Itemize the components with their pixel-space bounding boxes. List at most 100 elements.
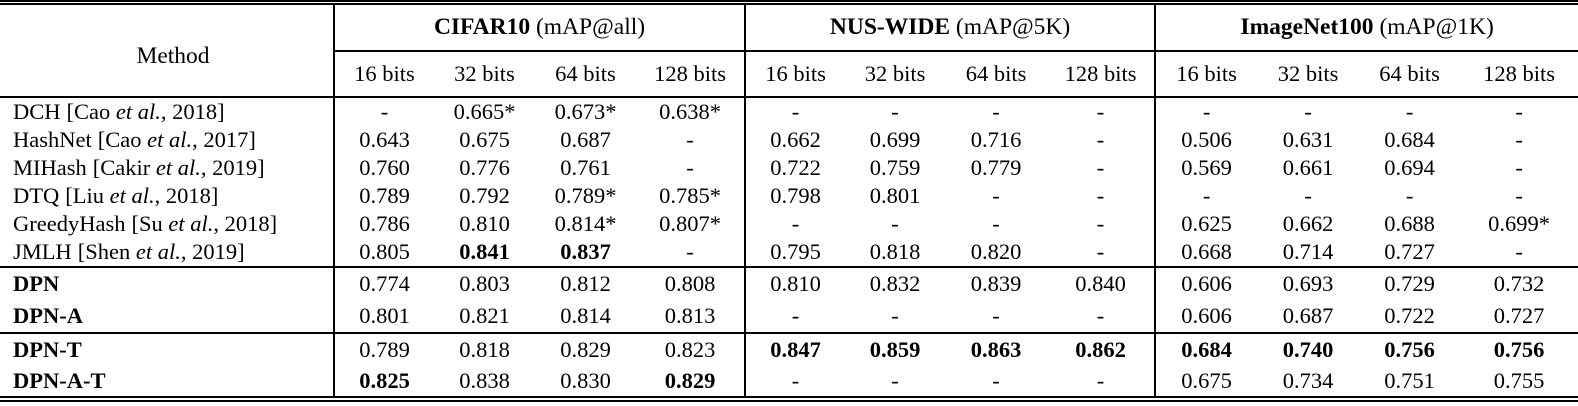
map-value-cell: 0.814 bbox=[560, 303, 611, 328]
map-value-cell: - bbox=[992, 99, 1000, 124]
map-value-cell: 0.668 bbox=[1181, 239, 1232, 264]
map-value-cell: 0.732 bbox=[1493, 271, 1545, 296]
map-value-cell: 0.838 bbox=[459, 367, 510, 393]
map-value-cell: 0.808 bbox=[636, 267, 747, 300]
map-value-cell: 0.643 bbox=[359, 127, 410, 152]
method-name: GreedyHash bbox=[13, 211, 126, 236]
map-value-cell: 0.792 bbox=[459, 183, 510, 208]
section-baselines: DCH [Cao et al., 2018] -0.665* 0.673* 0.638… bbox=[0, 97, 1578, 267]
map-value-cell: 0.839 bbox=[970, 271, 1022, 296]
map-value-cell: 0.662 bbox=[1282, 211, 1334, 236]
map-value-cell: 0.840 bbox=[1047, 267, 1157, 300]
map-value-cell: - bbox=[891, 99, 899, 124]
method-citation bbox=[83, 303, 89, 328]
map-value-cell: 0.727 bbox=[1384, 239, 1435, 264]
bits-header: 128 bits bbox=[1047, 51, 1157, 97]
bits-header: 32 bits bbox=[1277, 61, 1339, 86]
map-value-cell: 0.812 bbox=[560, 271, 611, 296]
method-citation bbox=[105, 368, 111, 393]
map-value-cell: 0.795 bbox=[770, 239, 821, 264]
map-value-cell: - bbox=[791, 211, 800, 236]
map-value-cell: 0.820 bbox=[970, 239, 1022, 264]
map-value-cell: 0.798 bbox=[770, 183, 821, 208]
dataset-metric: (mAP@5K) bbox=[950, 14, 1071, 40]
method-citation bbox=[59, 271, 65, 296]
map-value-cell: - bbox=[992, 211, 1000, 236]
map-value-cell: 0.862 bbox=[1047, 333, 1157, 365]
map-value-cell: 0.801 bbox=[359, 303, 410, 328]
method-citation bbox=[82, 337, 88, 362]
map-value-cell: - bbox=[791, 99, 800, 124]
map-value-cell: 0.638* bbox=[636, 97, 747, 126]
map-value-cell: 0.821 bbox=[459, 303, 510, 328]
bits-header: 64 bits bbox=[555, 61, 616, 86]
map-value-cell: - bbox=[891, 303, 899, 328]
map-value-cell: 0.830 bbox=[560, 367, 611, 393]
map-value-cell: - bbox=[1304, 183, 1312, 208]
map-value-cell: - bbox=[1304, 99, 1312, 124]
map-value-cell: 0.688 bbox=[1384, 211, 1435, 236]
method-name: DPN-T bbox=[13, 336, 82, 362]
map-value-cell: 0.687 bbox=[1282, 303, 1334, 328]
map-value-cell: 0.759 bbox=[869, 155, 921, 180]
map-value-cell: 0.789 bbox=[359, 183, 410, 208]
map-value-cell: 0.684 bbox=[1384, 127, 1435, 152]
method-cell: DTQ [Liu et al., 2018] bbox=[0, 182, 335, 210]
map-value-cell: 0.693 bbox=[1282, 271, 1334, 296]
cite-close: , 2018] bbox=[160, 99, 225, 124]
map-value-cell: 0.814* bbox=[554, 211, 617, 236]
map-value-cell: 0.823 bbox=[636, 333, 747, 365]
map-value-cell: 0.829 bbox=[636, 365, 747, 399]
bits-header: 32 bits bbox=[864, 61, 926, 86]
map-value-cell: - bbox=[1047, 182, 1157, 210]
bits-header: 32 bits bbox=[454, 61, 515, 86]
cite-etal: et al. bbox=[135, 239, 181, 264]
map-value-cell: 0.829 bbox=[560, 336, 611, 362]
section-dpn: DPN 0.774 0.803 0.812 0.808 0.810 0.832 0.839 0… bbox=[0, 267, 1578, 333]
cite-close: , 2019] bbox=[180, 239, 245, 264]
cite-close: , 2017] bbox=[192, 127, 256, 152]
table-header: Method CIFAR10 (mAP@all) NUS-WIDE (mAP@5… bbox=[0, 2, 1578, 97]
map-value-cell: 0.506 bbox=[1181, 127, 1232, 152]
table-row: DTQ [Liu et al., 2018] 0.789 0.792 0.789* 0.… bbox=[0, 182, 1578, 210]
map-value-cell: 0.832 bbox=[869, 271, 921, 296]
map-value-cell: - bbox=[1515, 99, 1523, 124]
map-value-cell: 0.756 bbox=[1384, 336, 1435, 362]
map-value-cell: 0.662 bbox=[770, 127, 821, 152]
table-row: DPN 0.774 0.803 0.812 0.808 0.810 0.832 0.839 0… bbox=[0, 267, 1578, 300]
method-cell: MIHash [Cakir et al., 2019] bbox=[0, 154, 335, 182]
bits-header: 64 bits bbox=[1379, 61, 1440, 86]
map-value-cell: 0.722 bbox=[1384, 303, 1435, 328]
map-value-cell: - bbox=[380, 99, 389, 124]
method-citation: [Cao et al., 2017] bbox=[92, 127, 256, 152]
table-row: DCH [Cao et al., 2018] - 0.665* 0.673* 0.638… bbox=[0, 97, 1578, 126]
cite-open: [Shen bbox=[77, 239, 136, 264]
method-cell: HashNet [Cao et al., 2017] bbox=[0, 126, 335, 154]
map-value-cell: - bbox=[891, 211, 899, 236]
method-cell: DPN-A bbox=[0, 300, 335, 333]
map-value-cell: - bbox=[1405, 183, 1414, 208]
map-value-cell: 0.716 bbox=[970, 127, 1022, 152]
group-header-cifar10: CIFAR10 (mAP@all) bbox=[334, 2, 747, 52]
map-value-cell: - bbox=[636, 126, 747, 154]
method-name: HashNet bbox=[13, 127, 92, 152]
method-cell: DPN-T bbox=[0, 333, 335, 365]
map-value-cell: 0.761 bbox=[560, 155, 611, 180]
map-value-cell: 0.805 bbox=[359, 239, 410, 264]
bits-header: 64 bits bbox=[965, 61, 1027, 86]
map-value-cell: 0.818 bbox=[459, 336, 510, 362]
map-value-cell: - bbox=[992, 367, 1000, 393]
cite-open: [Su bbox=[131, 211, 169, 236]
table-row: DPN-T 0.789 0.818 0.829 0.823 0.847 0.859 0.86… bbox=[0, 333, 1578, 365]
map-value-cell: 0.785* bbox=[636, 182, 747, 210]
cite-close: , 2018] bbox=[213, 211, 278, 236]
cite-open: [Cakir bbox=[92, 155, 156, 180]
map-value-cell: 0.740 bbox=[1282, 336, 1334, 362]
map-value-cell: 0.779 bbox=[970, 155, 1022, 180]
map-value-cell: 0.675 bbox=[1181, 367, 1232, 393]
dataset-name: NUS-WIDE bbox=[829, 14, 951, 40]
bits-header: 16 bits bbox=[354, 61, 415, 86]
cite-etal: et al. bbox=[115, 99, 161, 124]
